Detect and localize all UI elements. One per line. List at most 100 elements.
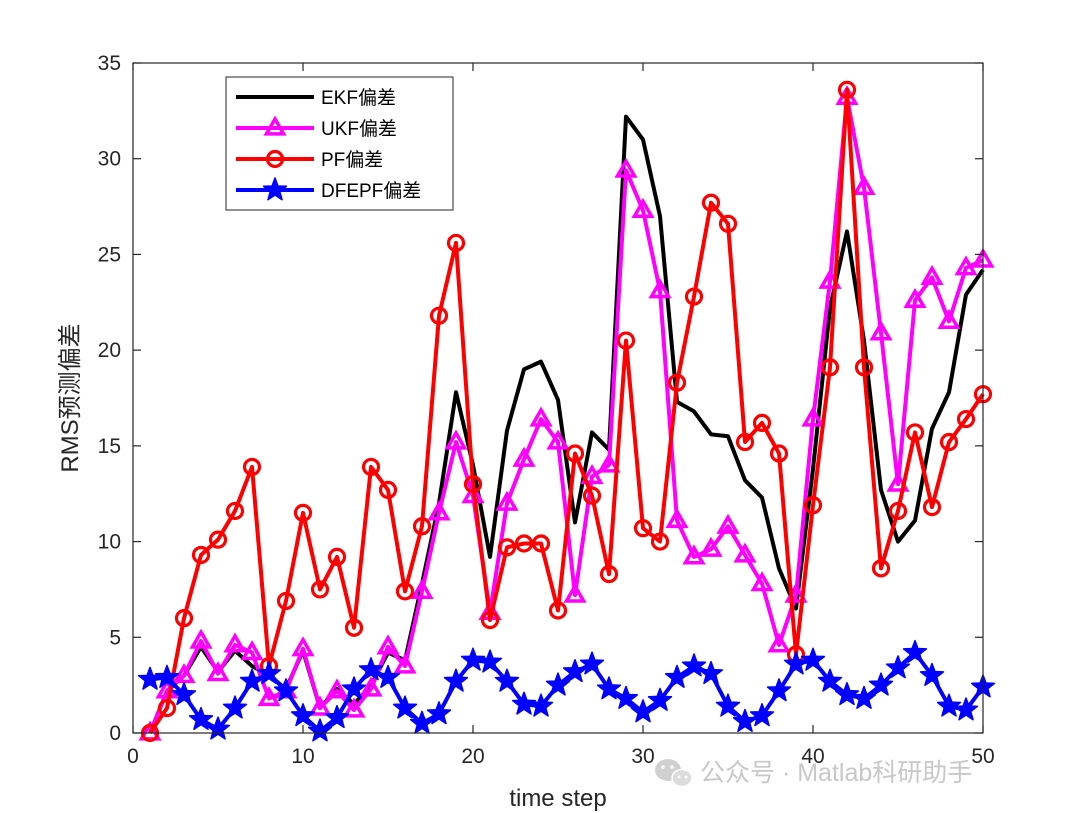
data-point [308,695,332,716]
data-point [735,432,755,452]
data-point [936,693,962,717]
data-point [820,358,840,377]
data-point [803,496,823,515]
y-tick-label: 15 [98,435,121,458]
data-point [409,710,435,734]
data-point [342,697,366,718]
y-tick-label: 35 [98,52,121,75]
data-point [749,703,775,727]
data-point [426,701,452,725]
series-line [148,87,985,735]
data-point [614,157,638,178]
data-point [257,686,281,707]
data-point [138,720,162,741]
data-point [767,632,791,653]
x-tick-label: 40 [801,745,824,768]
data-point [361,457,381,477]
data-point [443,668,469,692]
data-point [429,306,449,325]
legend-marker [265,149,285,169]
watermark: 公众号 · Matlab科研助手 [655,759,972,788]
data-point [715,693,741,717]
data-point [529,406,553,427]
data-point [562,658,588,683]
data-point [206,661,230,682]
data-point [531,534,551,553]
data-point [395,582,415,601]
data-point [631,197,655,218]
legend-marker [262,177,288,201]
legend-entry: PF偏差 [236,149,383,171]
data-point [888,501,908,521]
data-point [412,517,432,536]
y-axis-label: RMS预测偏差 [57,323,84,472]
data-point [630,699,656,723]
data-point [885,655,911,679]
data-point [240,640,264,661]
data-point [495,490,519,511]
data-point [852,174,876,196]
data-point [463,475,483,494]
axes-box [132,62,984,734]
data-point [514,534,534,553]
series-PF偏差 [140,80,993,743]
data-point [154,664,180,688]
data-point [834,681,860,706]
data-point [480,610,500,630]
data-point [327,547,347,566]
data-point [494,668,520,692]
data-point [307,718,333,742]
data-point [701,193,721,212]
data-point [868,672,894,696]
data-point [766,678,792,702]
legend-entry: UKF偏差 [236,115,397,140]
data-point [633,519,653,538]
data-point [376,634,400,655]
data-point [851,685,877,709]
data-point [800,647,826,671]
data-point [171,681,197,706]
x-tick-label: 10 [291,745,314,768]
data-point [477,649,503,673]
x-tick-label: 50 [971,745,994,768]
data-point [273,678,299,702]
data-point [225,501,245,521]
data-point [922,498,942,517]
data-point [205,716,231,740]
data-point [208,530,228,549]
data-point [903,287,927,308]
data-point [393,653,417,674]
data-point [378,480,398,499]
data-point [650,532,670,551]
data-point [565,444,585,463]
data-point [222,695,248,719]
data-point [242,457,262,477]
data-point [511,691,537,715]
legend-label: UKF偏差 [321,118,397,140]
data-point [783,651,809,675]
series-DFEPF偏差 [137,639,996,742]
x-tick-label: 20 [461,745,484,768]
y-tick-label: 25 [98,243,121,266]
data-point [545,672,571,696]
legend-box [225,76,454,211]
data-point [684,287,704,306]
data-point [427,500,451,521]
data-point [664,664,690,688]
data-point [172,663,196,684]
data-point [546,429,570,450]
watermark-text: 公众号 · Matlab科研助手 [700,759,972,787]
data-point [920,264,944,285]
data-point [616,331,636,350]
x-tick-label: 0 [127,745,139,768]
data-point [223,632,247,653]
data-point [733,542,757,563]
data-point [512,446,536,467]
data-point [460,647,486,671]
data-point [276,591,296,611]
data-point [188,706,214,731]
data-point [752,413,772,432]
x-tick-label: 30 [631,745,654,768]
data-point [580,463,604,485]
